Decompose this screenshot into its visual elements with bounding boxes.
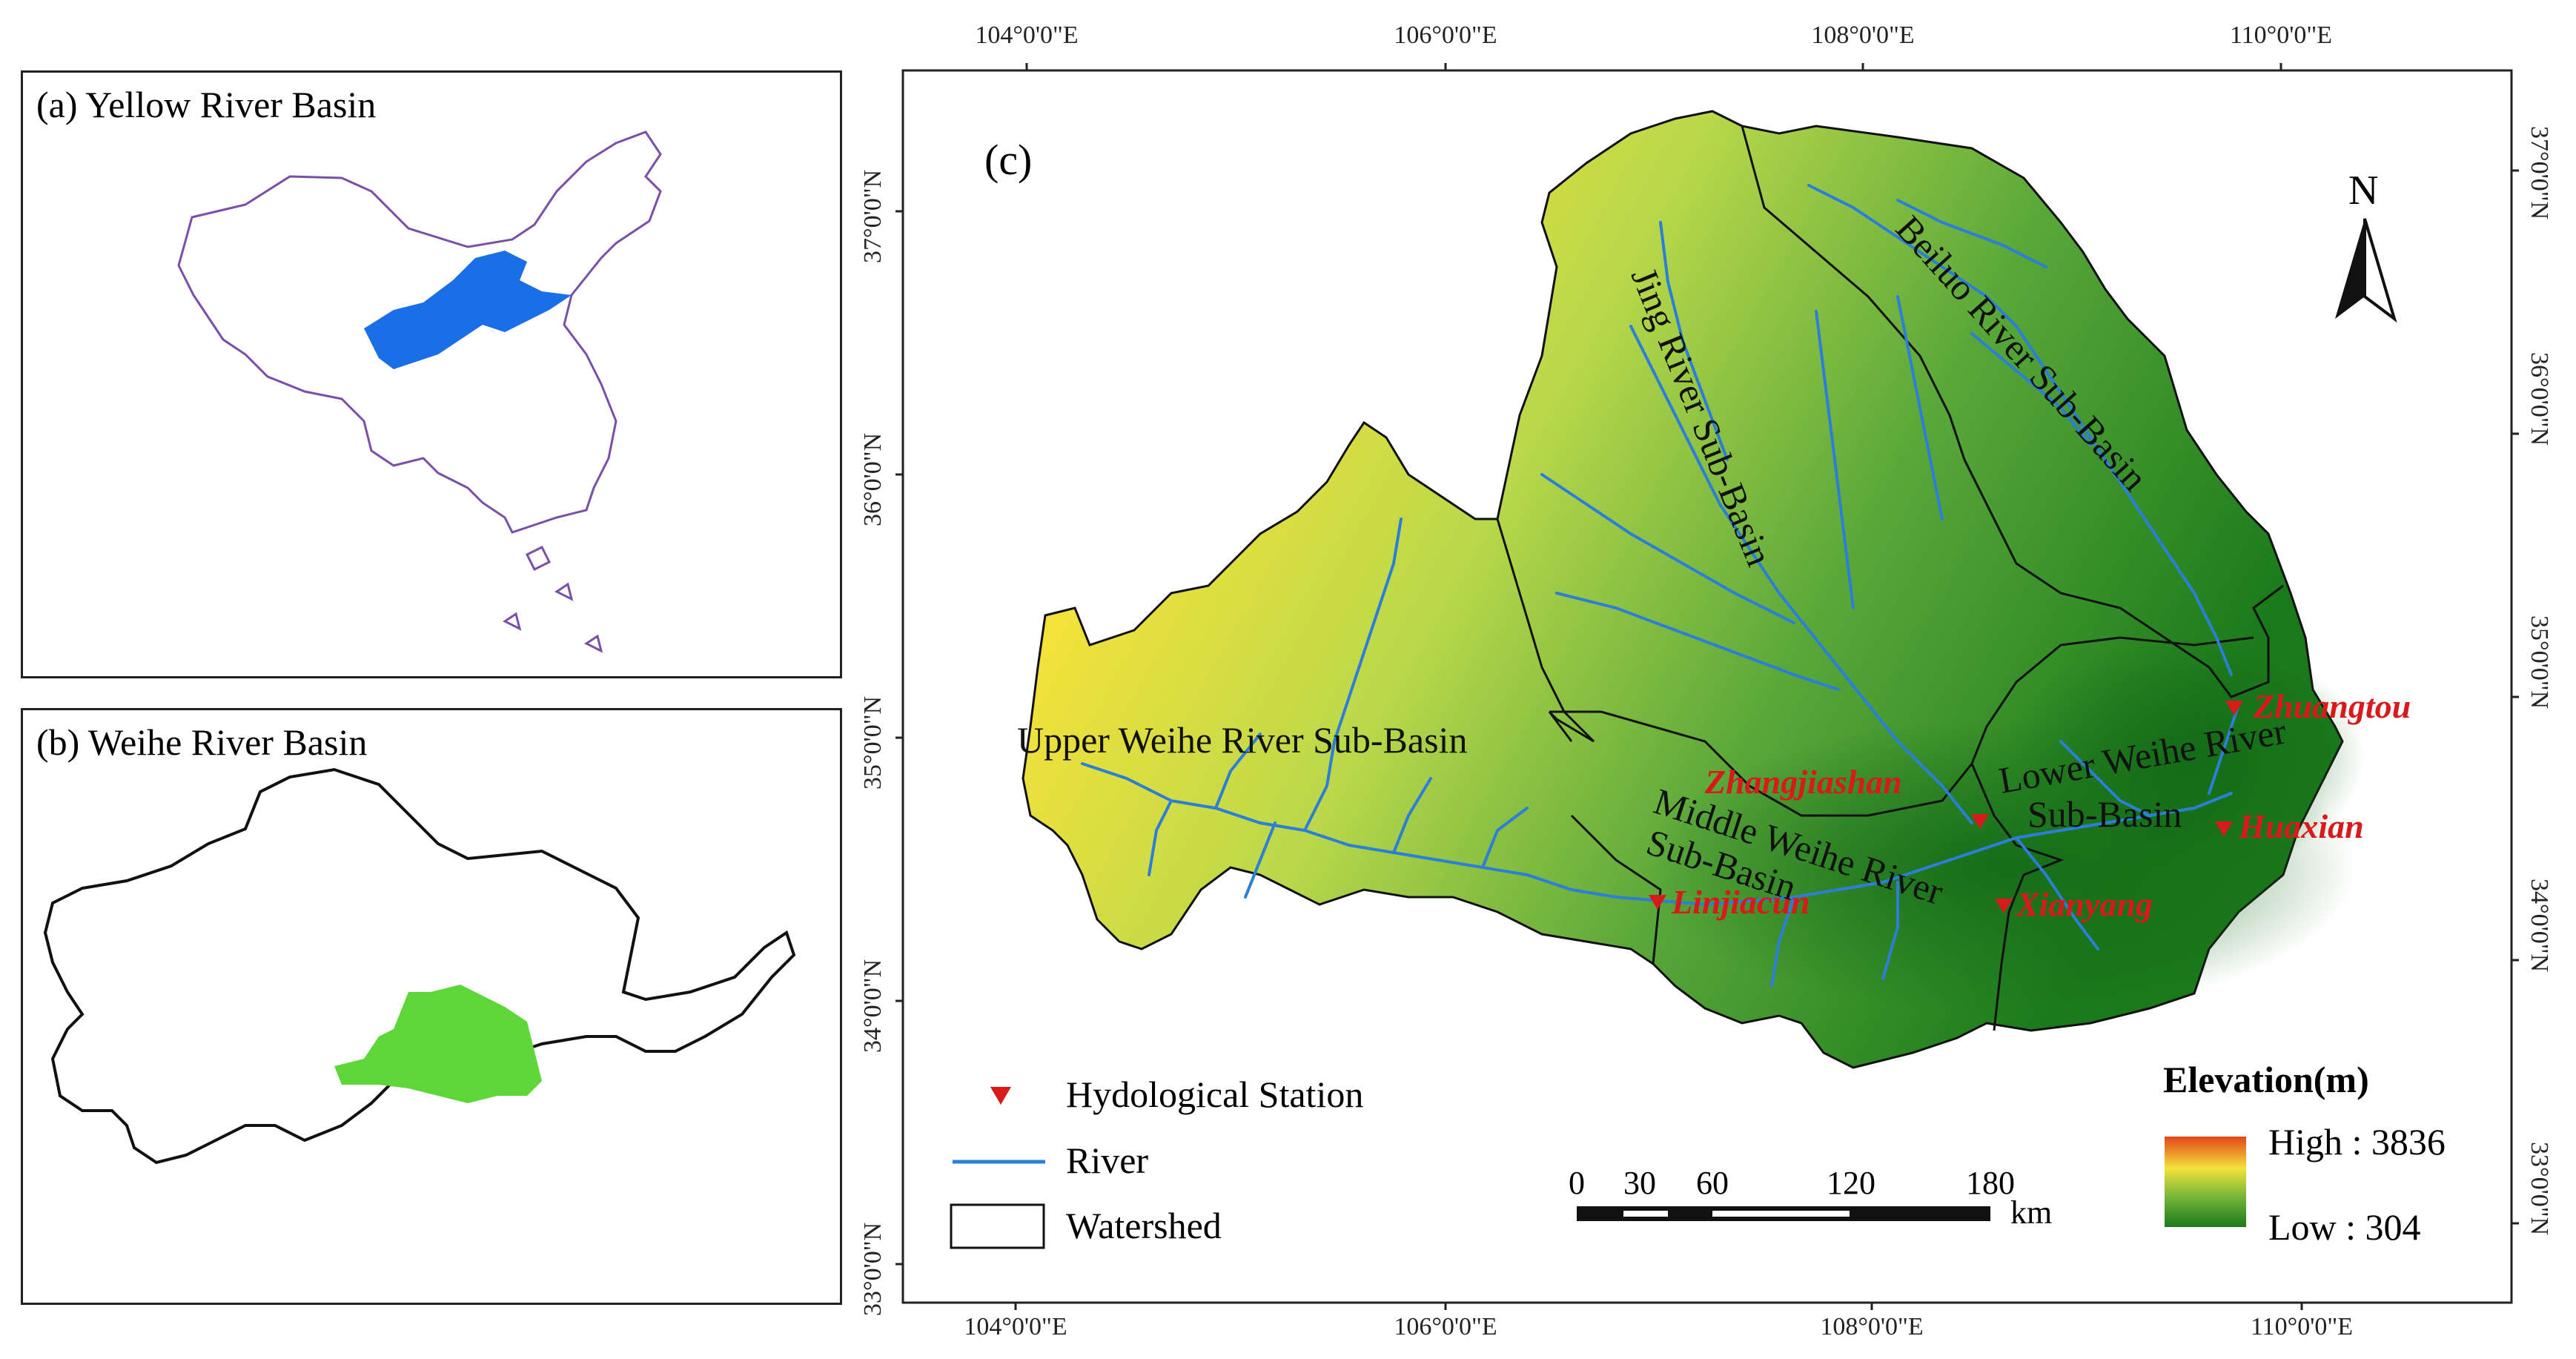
station-zhangjiashan-label: Zhangjiashan <box>1704 763 1902 801</box>
map-legend: Hydological Station River Watershed <box>950 1074 1363 1249</box>
scale-tick-30: 30 <box>1623 1165 1656 1201</box>
panel-yellow-river-basin: (a) Yellow River Basin <box>21 70 842 678</box>
station-xianyang-marker <box>1995 899 2013 913</box>
china-islands <box>503 545 603 653</box>
scale-tick-180: 180 <box>1966 1165 2015 1201</box>
lon-tick-top-1: 106°0'0"E <box>1394 22 1497 49</box>
legend-station-label: Hydological Station <box>1066 1074 1363 1115</box>
scale-unit: km <box>2010 1194 2052 1231</box>
lon-tick-top-3: 110°0'0"E <box>2230 22 2332 49</box>
weihe-basin-shape <box>334 985 542 1103</box>
lat-tick-left-2: 35°0'0"N <box>859 696 887 790</box>
china-map <box>177 130 662 653</box>
elevation-title: Elevation(m) <box>2163 1059 2369 1100</box>
north-arrow: N <box>2335 168 2397 323</box>
yellow-river-basin-outline-map <box>43 767 796 1165</box>
legend-river-label: River <box>1066 1140 1148 1181</box>
yellow-river-basin-shape <box>364 251 572 369</box>
lon-tick-bottom-1: 106°0'0"E <box>1394 1313 1497 1340</box>
lat-tick-right-0: 37°0'0"N <box>2526 126 2553 219</box>
station-huaxian-label: Huaxian <box>2238 807 2364 845</box>
yellow-basin-outline <box>43 767 796 1165</box>
legend-watershed-icon <box>950 1203 1045 1249</box>
station-xianyang-label: Xianyang <box>2015 885 2153 923</box>
lat-tick-right-3: 34°0'0"N <box>2526 879 2553 972</box>
label-lower-weihe-2: Sub-Basin <box>2027 793 2182 835</box>
lon-tick-top-0: 104°0'0"E <box>975 22 1078 49</box>
lon-tick-bottom-0: 104°0'0"E <box>964 1313 1067 1340</box>
elevation-high-label: High : 3836 <box>2268 1121 2446 1163</box>
panel-c-label: (c) <box>984 136 1032 184</box>
station-zhangjiashan-marker <box>1971 814 1989 829</box>
lat-tick-left-4: 33°0'0"N <box>859 1223 887 1316</box>
lat-tick-left-1: 36°0'0"N <box>859 433 887 526</box>
legend-station-icon <box>990 1087 1011 1105</box>
elevation-legend: Elevation(m) High : 3836 Low : 304 <box>2163 1059 2446 1248</box>
scale-bar: 0 30 60 120 180 km <box>1569 1165 2052 1231</box>
panel-a-title: (a) Yellow River Basin <box>36 84 377 125</box>
station-zhuangtou-label: Zhuangtou <box>2253 687 2411 725</box>
label-upper-weihe-sub-basin: Upper Weihe River Sub-Basin <box>1017 719 1467 761</box>
panel-b-title: (b) Weihe River Basin <box>36 721 368 763</box>
elevation-low-label: Low : 304 <box>2268 1206 2421 1248</box>
lon-tick-bottom-2: 108°0'0"E <box>1820 1313 1923 1340</box>
lat-tick-right-2: 35°0'0"N <box>2526 615 2553 709</box>
china-outline <box>177 130 662 534</box>
scale-tick-60: 60 <box>1696 1165 1729 1201</box>
station-linjiacun-label: Linjiacun <box>1671 883 1810 921</box>
lowland-shading-2 <box>2009 638 2365 875</box>
north-arrow-icon <box>2335 219 2365 319</box>
lat-tick-right-4: 33°0'0"N <box>2526 1142 2553 1235</box>
lat-tick-left-3: 34°0'0"N <box>859 959 887 1053</box>
lon-tick-bottom-3: 110°0'0"E <box>2251 1313 2353 1340</box>
lat-tick-right-1: 36°0'0"N <box>2526 352 2553 446</box>
scale-tick-120: 120 <box>1827 1165 1875 1201</box>
legend-watershed-label: Watershed <box>1066 1205 1222 1246</box>
river-network <box>1081 184 2240 988</box>
sub-basin-boundaries <box>1496 125 2284 1031</box>
station-huaxian-marker <box>2215 821 2233 836</box>
station-linjiacun-marker <box>1649 895 1666 910</box>
scale-tick-0: 0 <box>1569 1165 1585 1201</box>
station-zhuangtou-marker <box>2225 701 2243 715</box>
station-markers <box>1649 701 2243 913</box>
panel-weihe-river-basin: (b) Weihe River Basin <box>21 708 842 1305</box>
lat-tick-left-0: 37°0'0"N <box>859 170 887 263</box>
north-arrow-label: N <box>2348 168 2378 214</box>
elevation-color-ramp <box>2165 1137 2246 1227</box>
lon-tick-top-2: 108°0'0"E <box>1811 22 1914 49</box>
